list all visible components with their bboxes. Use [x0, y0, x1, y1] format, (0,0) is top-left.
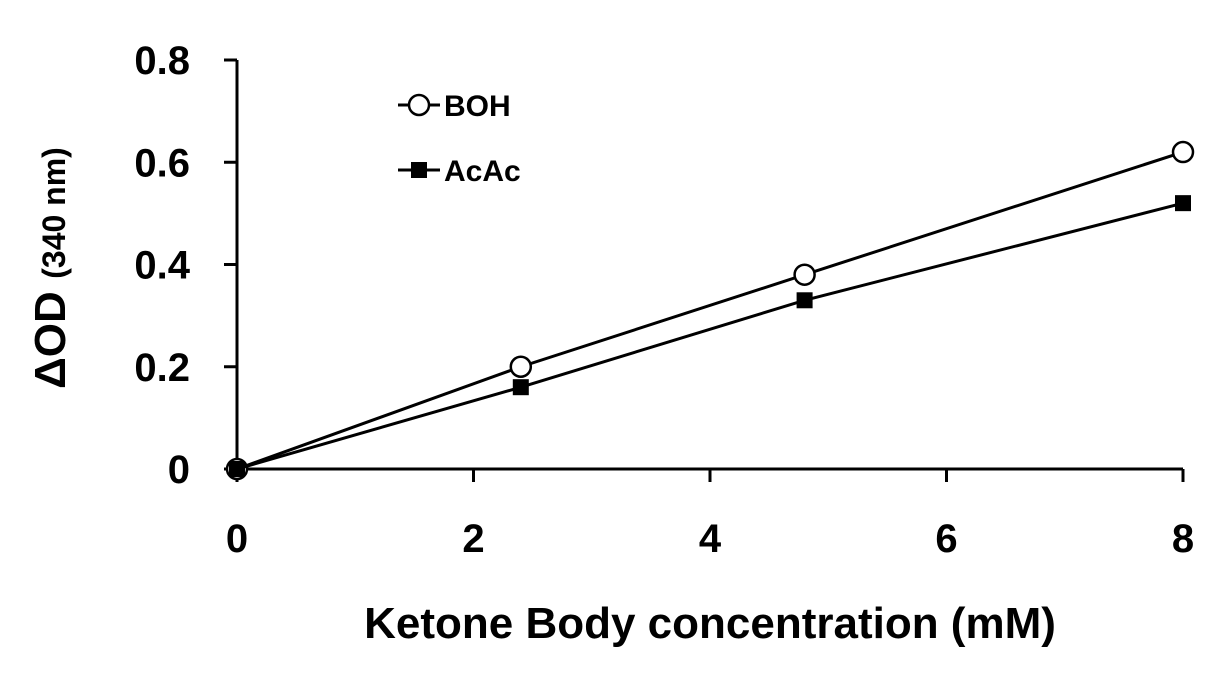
y-tick-label: 0.2 — [134, 346, 190, 390]
y-axis-title-sub: (340 nm) — [36, 147, 72, 279]
x-ticks: 0 2 4 6 8 — [226, 469, 1194, 561]
y-tick-label: 0.6 — [134, 141, 190, 185]
series-line-acac — [236, 201, 1184, 471]
series-boh — [225, 140, 1195, 481]
axes — [235, 60, 1183, 471]
legend-label-boh: BOH — [444, 90, 511, 123]
data-point-boh — [1171, 140, 1195, 164]
legend-marker-acac — [411, 162, 427, 178]
y-axis-title: ΔOD (340 nm) — [26, 147, 75, 389]
legend-label-acac: AcAc — [444, 155, 521, 188]
legend: BOH AcAc — [398, 90, 521, 188]
series-line-boh — [236, 150, 1184, 471]
legend-item-boh: BOH — [398, 90, 511, 123]
y-tick-label: 0 — [168, 448, 190, 492]
data-point-acac — [512, 379, 529, 396]
x-tick-label: 4 — [699, 517, 722, 561]
y-tick-label: 0.4 — [134, 244, 190, 288]
x-tick-label: 6 — [935, 517, 957, 561]
series-layer — [225, 140, 1195, 481]
x-tick-label: 0 — [226, 517, 248, 561]
data-point-acac — [796, 292, 813, 309]
y-ticks: 0 0.2 0.4 0.6 0.8 — [134, 39, 237, 492]
x-axis-title: Ketone Body concentration (mM) — [364, 599, 1056, 648]
y-tick-label: 0.8 — [134, 39, 190, 83]
data-point-acac — [229, 461, 245, 477]
data-point-boh — [793, 263, 816, 286]
data-point-boh — [509, 355, 533, 378]
legend-marker-boh — [407, 93, 431, 117]
legend-item-acac: AcAc — [398, 155, 521, 188]
y-axis-title-main: ΔOD — [26, 291, 75, 389]
data-point-acac — [1175, 195, 1191, 212]
x-tick-label: 2 — [462, 517, 484, 561]
series-acac — [229, 195, 1191, 477]
x-tick-label: 8 — [1172, 517, 1194, 561]
